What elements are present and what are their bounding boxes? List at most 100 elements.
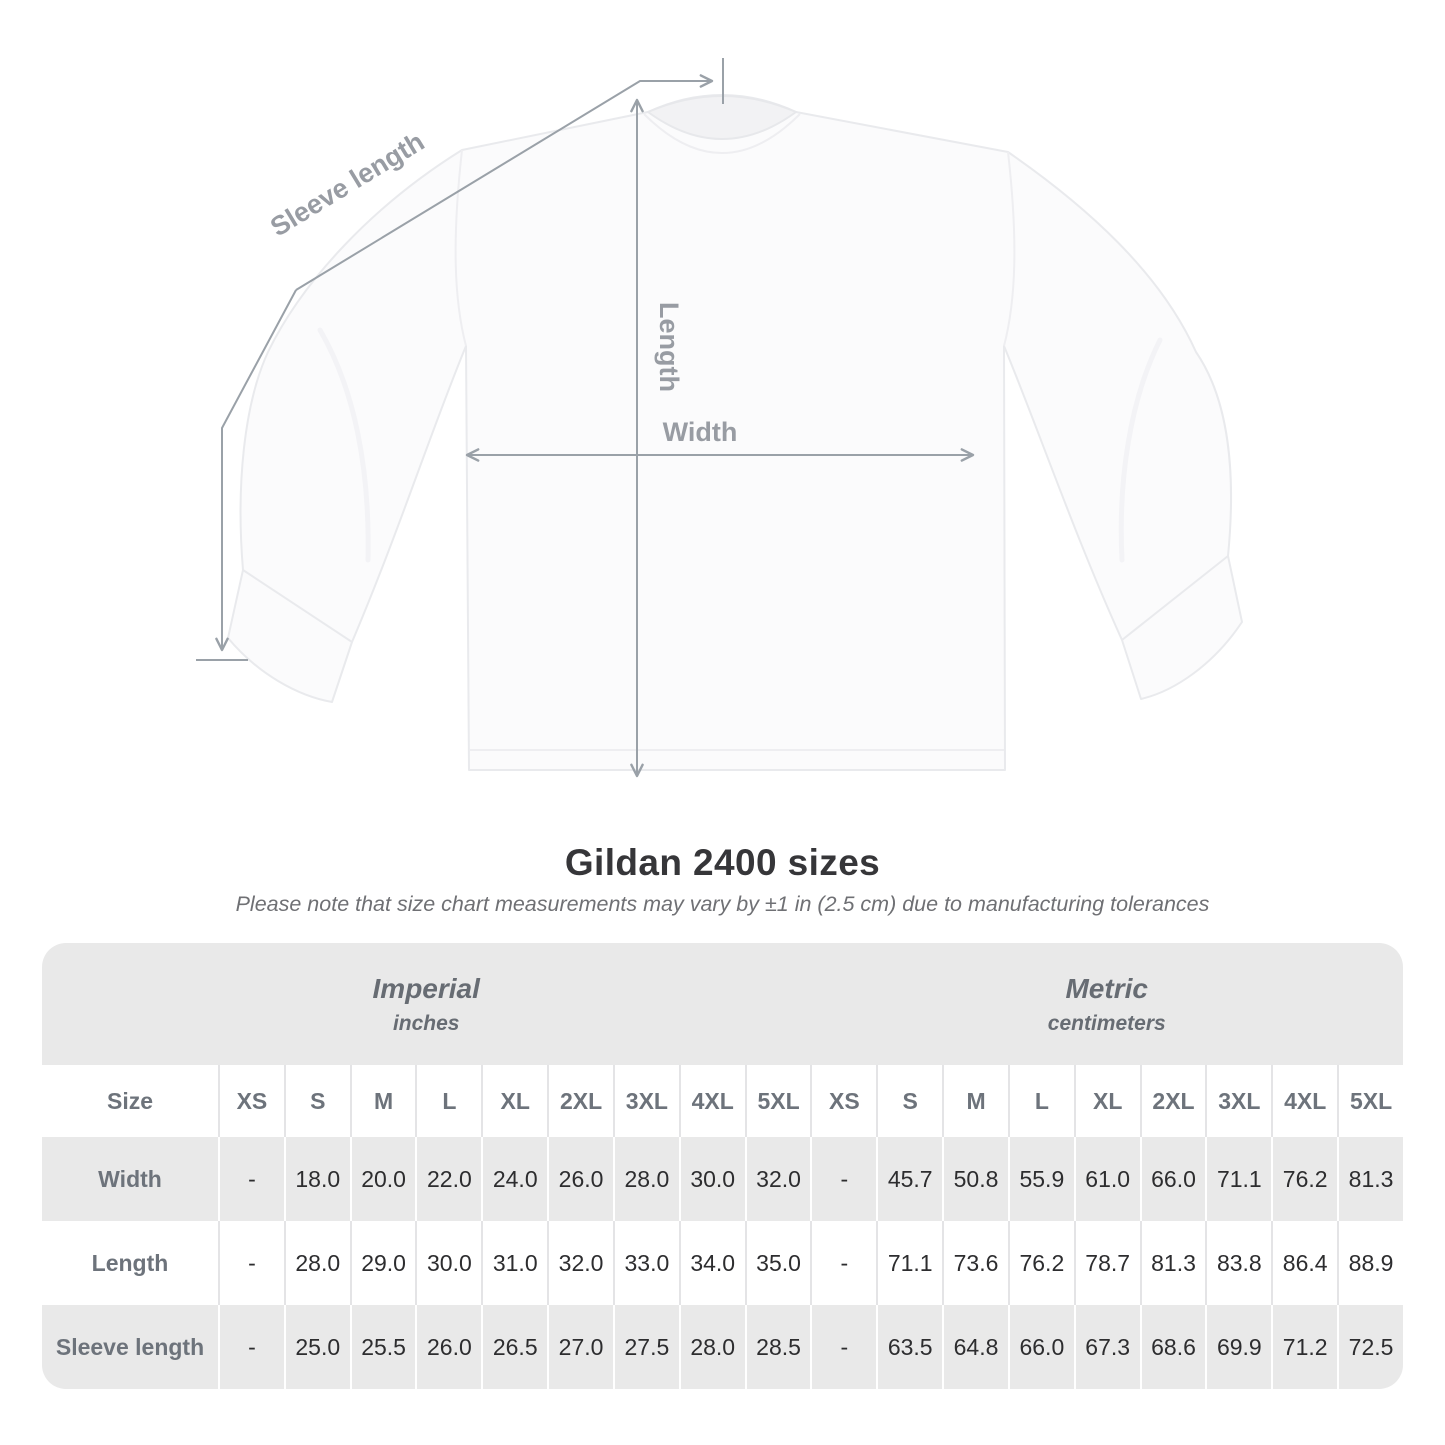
- value-cell: 72.5: [1337, 1305, 1403, 1389]
- value-cell: 81.3: [1337, 1137, 1403, 1221]
- value-cell: 88.9: [1337, 1221, 1403, 1305]
- value-cell: 50.8: [942, 1137, 1008, 1221]
- shirt-silhouette: [227, 94, 1243, 771]
- value-cell: 66.0: [1007, 1305, 1074, 1389]
- left-armhole-seam: [454, 149, 467, 347]
- size-col-metric-l: L: [1007, 1065, 1074, 1137]
- page-title: Gildan 2400 sizes: [564, 842, 881, 883]
- value-cell: -: [218, 1221, 284, 1305]
- size-table-container: Imperial inches Metric centimeters Size …: [42, 943, 1403, 1389]
- value-cell: 33.0: [612, 1221, 679, 1305]
- size-col-imperial-xl: XL: [481, 1065, 548, 1137]
- size-col-metric-2xl: 2XL: [1139, 1065, 1206, 1137]
- metric-header: Metric centimeters: [810, 943, 1403, 1065]
- value-cell: 73.6: [942, 1221, 1008, 1305]
- row-label-width: Width: [42, 1137, 218, 1221]
- value-cell: -: [218, 1305, 284, 1389]
- value-cell: 76.2: [1271, 1137, 1338, 1221]
- length-label: Length: [654, 302, 684, 392]
- size-col-metric-s: S: [876, 1065, 943, 1137]
- value-cell: 32.0: [744, 1137, 811, 1221]
- value-cell: 86.4: [1271, 1221, 1338, 1305]
- value-cell: 71.1: [876, 1221, 943, 1305]
- width-label: Width: [663, 417, 738, 447]
- value-cell: 67.3: [1073, 1305, 1140, 1389]
- shirt-diagram-section: Sleeve length Length Width: [196, 58, 1243, 778]
- value-cell: 18.0: [283, 1137, 350, 1221]
- value-cell: -: [810, 1305, 877, 1389]
- value-cell: 24.0: [481, 1137, 548, 1221]
- size-col-imperial-s: S: [283, 1065, 350, 1137]
- value-cell: 63.5: [876, 1305, 943, 1389]
- value-cell: 28.5: [744, 1305, 811, 1389]
- size-col-metric-4xl: 4XL: [1271, 1065, 1338, 1137]
- size-col-imperial-m: M: [349, 1065, 416, 1137]
- value-cell: 35.0: [744, 1221, 811, 1305]
- value-cell: 30.0: [678, 1137, 745, 1221]
- metric-title: Metric: [1065, 972, 1148, 1004]
- value-cell: 68.6: [1139, 1305, 1206, 1389]
- imperial-subtitle: inches: [392, 1011, 460, 1035]
- value-cell: 27.5: [612, 1305, 679, 1389]
- value-cell: 55.9: [1007, 1137, 1074, 1221]
- collar-seam: [643, 113, 801, 154]
- size-col-metric-5xl: 5XL: [1337, 1065, 1403, 1137]
- table-row-length: Length -28.0 29.0 30.0 31.0 32.0 33.0 34.0 35.0…: [42, 1221, 1403, 1305]
- size-col-imperial-4xl: 4XL: [678, 1065, 745, 1137]
- imperial-header: Imperial inches: [42, 943, 811, 1065]
- right-cuff-seam: [1121, 555, 1229, 641]
- size-chart-table: Imperial inches Metric centimeters Size …: [42, 943, 1403, 1389]
- value-cell: 78.7: [1073, 1221, 1140, 1305]
- size-col-metric-3xl: 3XL: [1205, 1065, 1272, 1137]
- size-header-label: Size: [42, 1065, 218, 1137]
- left-sleeve-fold: [317, 327, 371, 563]
- value-cell: 76.2: [1007, 1221, 1074, 1305]
- right-armhole-seam: [1003, 151, 1016, 347]
- value-cell: -: [810, 1221, 877, 1305]
- imperial-title: Imperial: [372, 972, 480, 1004]
- value-cell: 45.7: [876, 1137, 943, 1221]
- value-cell: 81.3: [1139, 1221, 1206, 1305]
- value-cell: 26.0: [415, 1305, 482, 1389]
- value-cell: 71.1: [1205, 1137, 1272, 1221]
- value-cell: 30.0: [415, 1221, 482, 1305]
- value-cell: -: [218, 1137, 284, 1221]
- value-cell: 26.5: [481, 1305, 548, 1389]
- value-cell: 71.2: [1271, 1305, 1338, 1389]
- value-cell: 28.0: [678, 1305, 745, 1389]
- size-col-imperial-3xl: 3XL: [612, 1065, 679, 1137]
- table-row-sleeve-length: Sleeve length -25.0 25.5 26.0 26.5 27.0 27.5 2…: [42, 1305, 1403, 1389]
- table-row-width: Width -18.0 20.0 22.0 24.0 26.0 28.0 30.0 32.0-…: [42, 1137, 1403, 1221]
- right-sleeve-fold: [1118, 337, 1163, 563]
- size-col-imperial-xs: XS: [218, 1065, 284, 1137]
- shirt-measurement-diagram: Sleeve length Length Width: [196, 58, 1243, 778]
- value-cell: 20.0: [349, 1137, 416, 1221]
- size-col-metric-xs: XS: [810, 1065, 877, 1137]
- size-col-metric-m: M: [942, 1065, 1008, 1137]
- value-cell: 69.9: [1205, 1305, 1272, 1389]
- value-cell: 28.0: [283, 1221, 350, 1305]
- size-header-row: Size XS S M L XL 2XL 3XL 4XL 5XL XS S M L XL 2XL 3XL 4XL…: [42, 1065, 1403, 1137]
- row-label-sleeve-length: Sleeve length: [42, 1305, 218, 1389]
- value-cell: 34.0: [678, 1221, 745, 1305]
- tolerance-note: Please note that size chart measurements…: [235, 892, 1210, 916]
- unit-header-row: Imperial inches Metric centimeters: [42, 943, 1403, 1065]
- sleeve-length-lower-line: [215, 289, 297, 652]
- value-cell: 83.8: [1205, 1221, 1272, 1305]
- size-col-metric-xl: XL: [1073, 1065, 1140, 1137]
- value-cell: 29.0: [349, 1221, 416, 1305]
- value-cell: 22.0: [415, 1137, 482, 1221]
- value-cell: 66.0: [1139, 1137, 1206, 1221]
- row-label-length: Length: [42, 1221, 218, 1305]
- value-cell: 28.0: [612, 1137, 679, 1221]
- value-cell: 31.0: [481, 1221, 548, 1305]
- sleeve-length-measure: [196, 58, 724, 661]
- left-cuff-seam: [242, 569, 353, 643]
- size-col-imperial-5xl: 5XL: [744, 1065, 811, 1137]
- value-cell: 61.0: [1073, 1137, 1140, 1221]
- value-cell: 25.5: [349, 1305, 416, 1389]
- value-cell: -: [810, 1137, 877, 1221]
- collar: [645, 95, 799, 140]
- value-cell: 27.0: [547, 1305, 613, 1389]
